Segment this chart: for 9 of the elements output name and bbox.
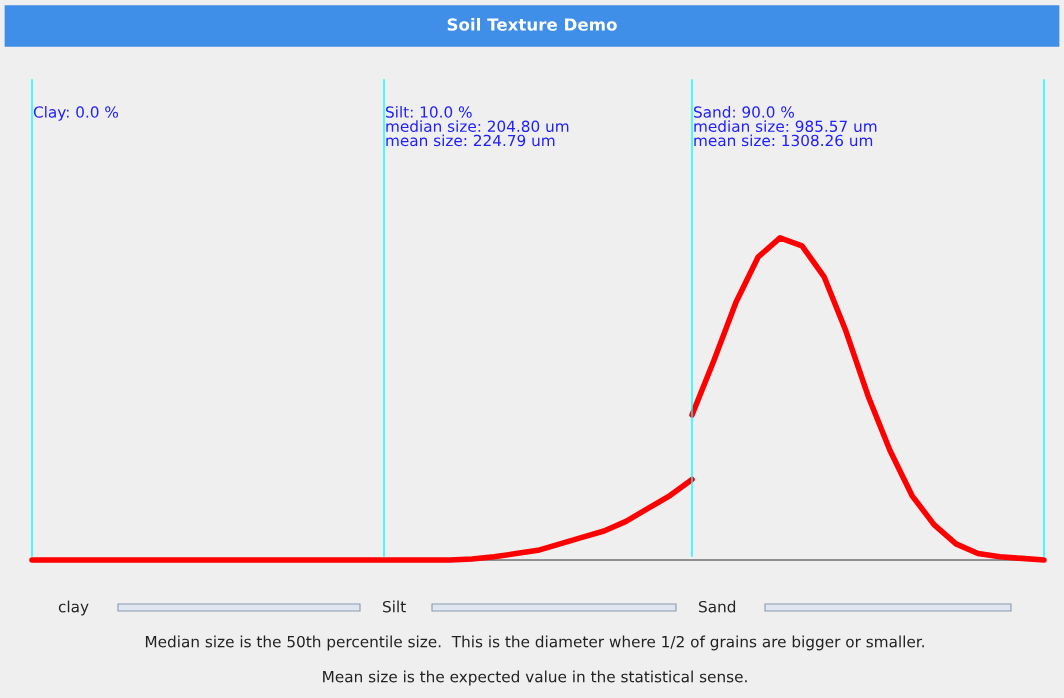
text: Mean size is the expected value in the statistical sense. (323, 670, 747, 686)
text: Clay: 0.0 % (33, 106, 119, 121)
text: clay (58, 600, 89, 616)
text: Silt: 10.0 % median size: 204.80 um mean size: 224.79 um (386, 106, 569, 147)
text: Silt (383, 600, 406, 613)
text: Sand: 90.0 % median size: 985.57 um mean size: 1308.26 um (694, 106, 877, 147)
text: Median size is the 50th percentile size. This is the diameter where 1/2 of grains are bigger or smaller. (145, 635, 924, 651)
chart-title: Soil Texture Demo (447, 17, 617, 31)
text: Sand (699, 600, 736, 613)
